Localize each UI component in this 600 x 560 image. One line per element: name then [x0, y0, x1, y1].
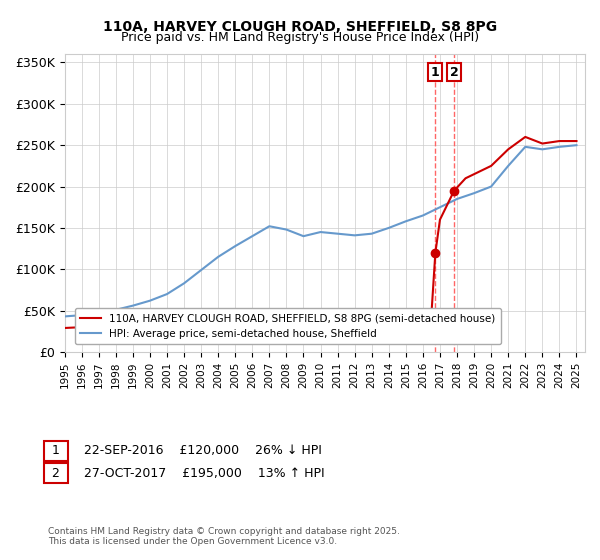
Text: Contains HM Land Registry data © Crown copyright and database right 2025.
This d: Contains HM Land Registry data © Crown c… — [48, 526, 400, 546]
Legend: 110A, HARVEY CLOUGH ROAD, SHEFFIELD, S8 8PG (semi-detached house), HPI: Average : 110A, HARVEY CLOUGH ROAD, SHEFFIELD, S8 … — [75, 308, 501, 344]
Text: 2: 2 — [450, 66, 458, 79]
Text: 22-SEP-2016    £120,000    26% ↓ HPI: 22-SEP-2016 £120,000 26% ↓ HPI — [84, 444, 322, 458]
Text: 27-OCT-2017    £195,000    13% ↑ HPI: 27-OCT-2017 £195,000 13% ↑ HPI — [84, 466, 325, 480]
Text: Price paid vs. HM Land Registry's House Price Index (HPI): Price paid vs. HM Land Registry's House … — [121, 31, 479, 44]
Text: 1: 1 — [48, 444, 64, 458]
Text: 110A, HARVEY CLOUGH ROAD, SHEFFIELD, S8 8PG: 110A, HARVEY CLOUGH ROAD, SHEFFIELD, S8 … — [103, 20, 497, 34]
Text: 2: 2 — [48, 466, 64, 480]
Text: 1: 1 — [431, 66, 440, 79]
